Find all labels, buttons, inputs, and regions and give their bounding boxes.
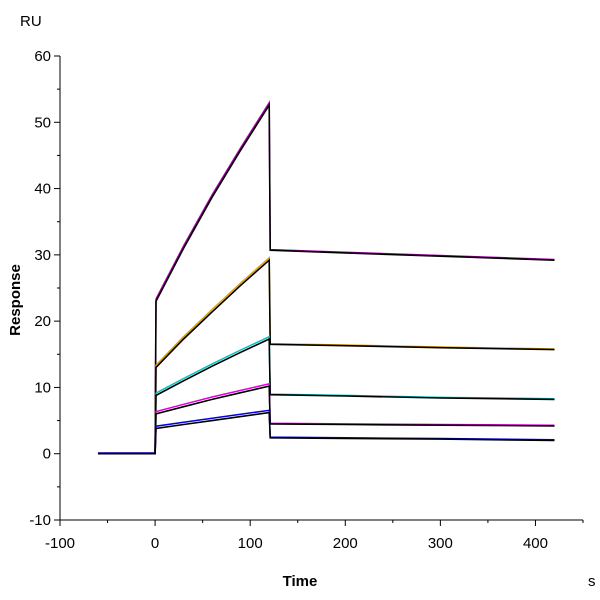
x-tick-label: 200 [333,535,358,552]
y-tick-label: 40 [34,181,51,198]
measured-curve-5 [98,409,555,454]
x-tick-label: 100 [238,535,263,552]
x-tick-label: -100 [45,535,75,552]
measured-curve-1 [98,100,555,454]
y-tick-label: 20 [34,313,51,330]
y-tick-label: 60 [34,48,51,65]
x-unit-label: s [588,573,596,590]
y-tick-label: 10 [34,379,51,396]
y-tick-label: 30 [34,247,51,264]
x-tick-label: 300 [428,535,453,552]
fit-curve-1 [98,102,555,455]
fit-curve-5 [98,411,555,455]
y-tick-label: 0 [43,446,51,463]
measured-curve-4 [98,382,555,454]
y-tick-label: -10 [29,512,51,529]
y-unit-label: RU [20,13,42,30]
y-axis-label: Response [7,264,24,336]
x-axis-label: Time [283,573,318,590]
y-tick-label: 50 [34,114,51,131]
x-tick-label: 0 [151,535,159,552]
x-tick-label: 400 [523,535,548,552]
